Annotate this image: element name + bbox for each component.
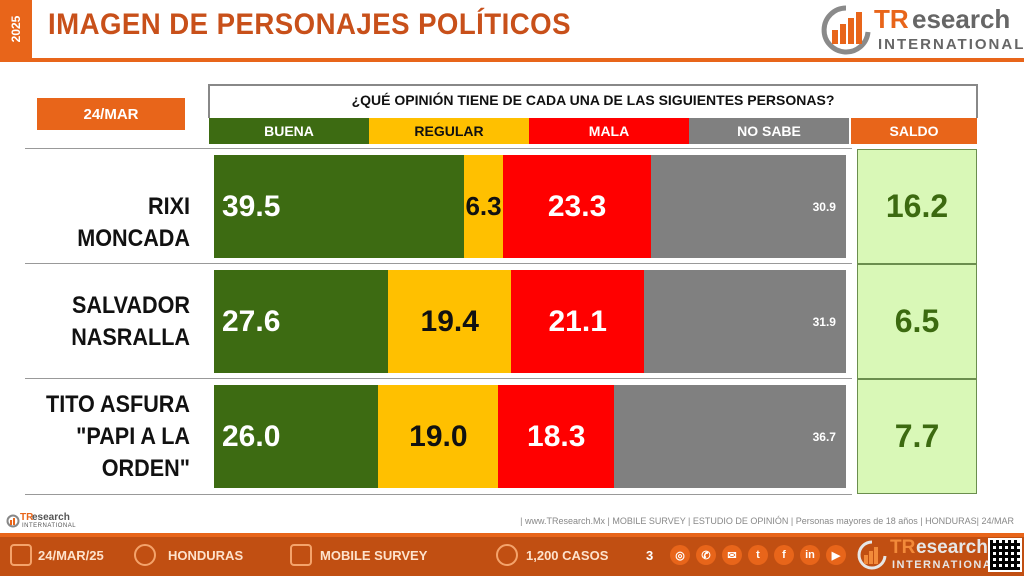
bar-regular: 6.3: [463, 155, 504, 258]
saldo-value: 7.7: [857, 379, 977, 494]
legend-regular: REGULAR: [369, 118, 529, 144]
bar-no-sabe: 36.7: [614, 385, 846, 488]
candidate-name: TITO ASFURA "PAPI A LA ORDEN": [42, 389, 190, 485]
bar-mala: 21.1: [511, 270, 645, 373]
bar-no-sabe: 30.9: [650, 155, 846, 258]
candidate-name-line: RIXI MONCADA: [77, 192, 190, 252]
brand-logo: TR esearch INTERNATIONAL: [818, 2, 1024, 58]
calendar-icon: [10, 544, 32, 566]
footer-country: HONDURAS: [168, 548, 244, 563]
question-text: ¿QUÉ OPINIÓN TIENE DE CADA UNA DE LAS SI…: [351, 92, 835, 108]
row-divider: [25, 378, 852, 379]
footer-brand-chart-icon: [857, 540, 887, 570]
facebook-icon[interactable]: f: [774, 545, 794, 565]
logo-text-tr: TR: [874, 4, 909, 34]
bar-buena: 27.6: [214, 270, 389, 373]
bar-no-sabe: 31.9: [644, 270, 846, 373]
legend-buena: BUENA: [209, 118, 369, 144]
footer-brand-tr: TR: [890, 537, 916, 558]
candidate-name-line: SALVADOR: [72, 291, 190, 319]
footer-cases: 1,200 CASOS: [526, 548, 609, 563]
footer-brand-international: INTERNATIONAL: [892, 559, 1001, 571]
footer-survey: MOBILE SURVEY: [320, 548, 428, 563]
footer-brand-research: esearch: [916, 537, 988, 558]
question-frame: [208, 84, 978, 118]
candidate-name-line: TITO ASFURA: [46, 390, 190, 418]
candidate-name-line: NASRALLA: [71, 323, 190, 351]
bar-regular: 19.0: [378, 385, 499, 488]
linkedin-icon[interactable]: in: [800, 545, 820, 565]
eye-icon: [496, 544, 518, 566]
footer-note: | www.TResearch.Mx | MOBILE SURVEY | EST…: [520, 516, 1014, 526]
page-number: 3: [646, 548, 654, 563]
bar-buena: 26.0: [214, 385, 379, 488]
footer-logo-research: esearch: [32, 512, 70, 523]
mail-icon[interactable]: ✉: [722, 545, 742, 565]
header-divider: [0, 58, 1024, 62]
footer-logo-icon: [6, 514, 20, 528]
year-tab: 2025: [0, 0, 32, 58]
logo-chart-icon: [821, 5, 871, 55]
bar-buena: 39.5: [214, 155, 464, 258]
location-pin-icon: [134, 544, 156, 566]
page-title: IMAGEN DE PERSONAJES POLÍTICOS: [48, 8, 571, 41]
bar-mala: 23.3: [503, 155, 651, 258]
footer-date: 24/MAR/25: [38, 548, 104, 563]
candidate-name: RIXI MONCADA: [42, 191, 190, 255]
globe-icon[interactable]: ◎: [670, 545, 690, 565]
candidate-name-line: ORDEN": [101, 454, 190, 482]
twitter-icon[interactable]: t: [748, 545, 768, 565]
candidate-name: SALVADOR NASRALLA: [42, 290, 190, 354]
legend-mala: MALA: [529, 118, 689, 144]
date-tag: 24/MAR: [37, 98, 185, 130]
year-label: 2025: [9, 15, 23, 43]
saldo-value: 16.2: [857, 149, 977, 264]
survey-icon: [290, 544, 312, 566]
qr-code[interactable]: [988, 538, 1022, 572]
bar-mala: 18.3: [498, 385, 615, 488]
candidate-name-line: "PAPI A LA: [76, 422, 190, 450]
whatsapp-icon[interactable]: ✆: [696, 545, 716, 565]
bar-regular: 19.4: [388, 270, 512, 373]
legend-no-sabe: NO SABE: [689, 118, 849, 144]
saldo-value: 6.5: [857, 264, 977, 379]
logo-text-research: esearch: [912, 4, 1011, 34]
footer-small-logo: TR esearch INTERNATIONAL: [6, 512, 76, 532]
logo-text-international: INTERNATIONAL: [878, 36, 1024, 53]
footer-logo-tr: TR: [20, 512, 34, 523]
footer-logo-international: INTERNATIONAL: [22, 523, 77, 529]
row-divider: [25, 494, 852, 495]
legend-saldo: SALDO: [851, 118, 977, 144]
row-divider: [25, 148, 852, 149]
footer-brand-logo: TR esearch INTERNATIONAL: [856, 537, 999, 573]
youtube-icon[interactable]: ▶: [826, 545, 846, 565]
row-divider: [25, 263, 852, 264]
